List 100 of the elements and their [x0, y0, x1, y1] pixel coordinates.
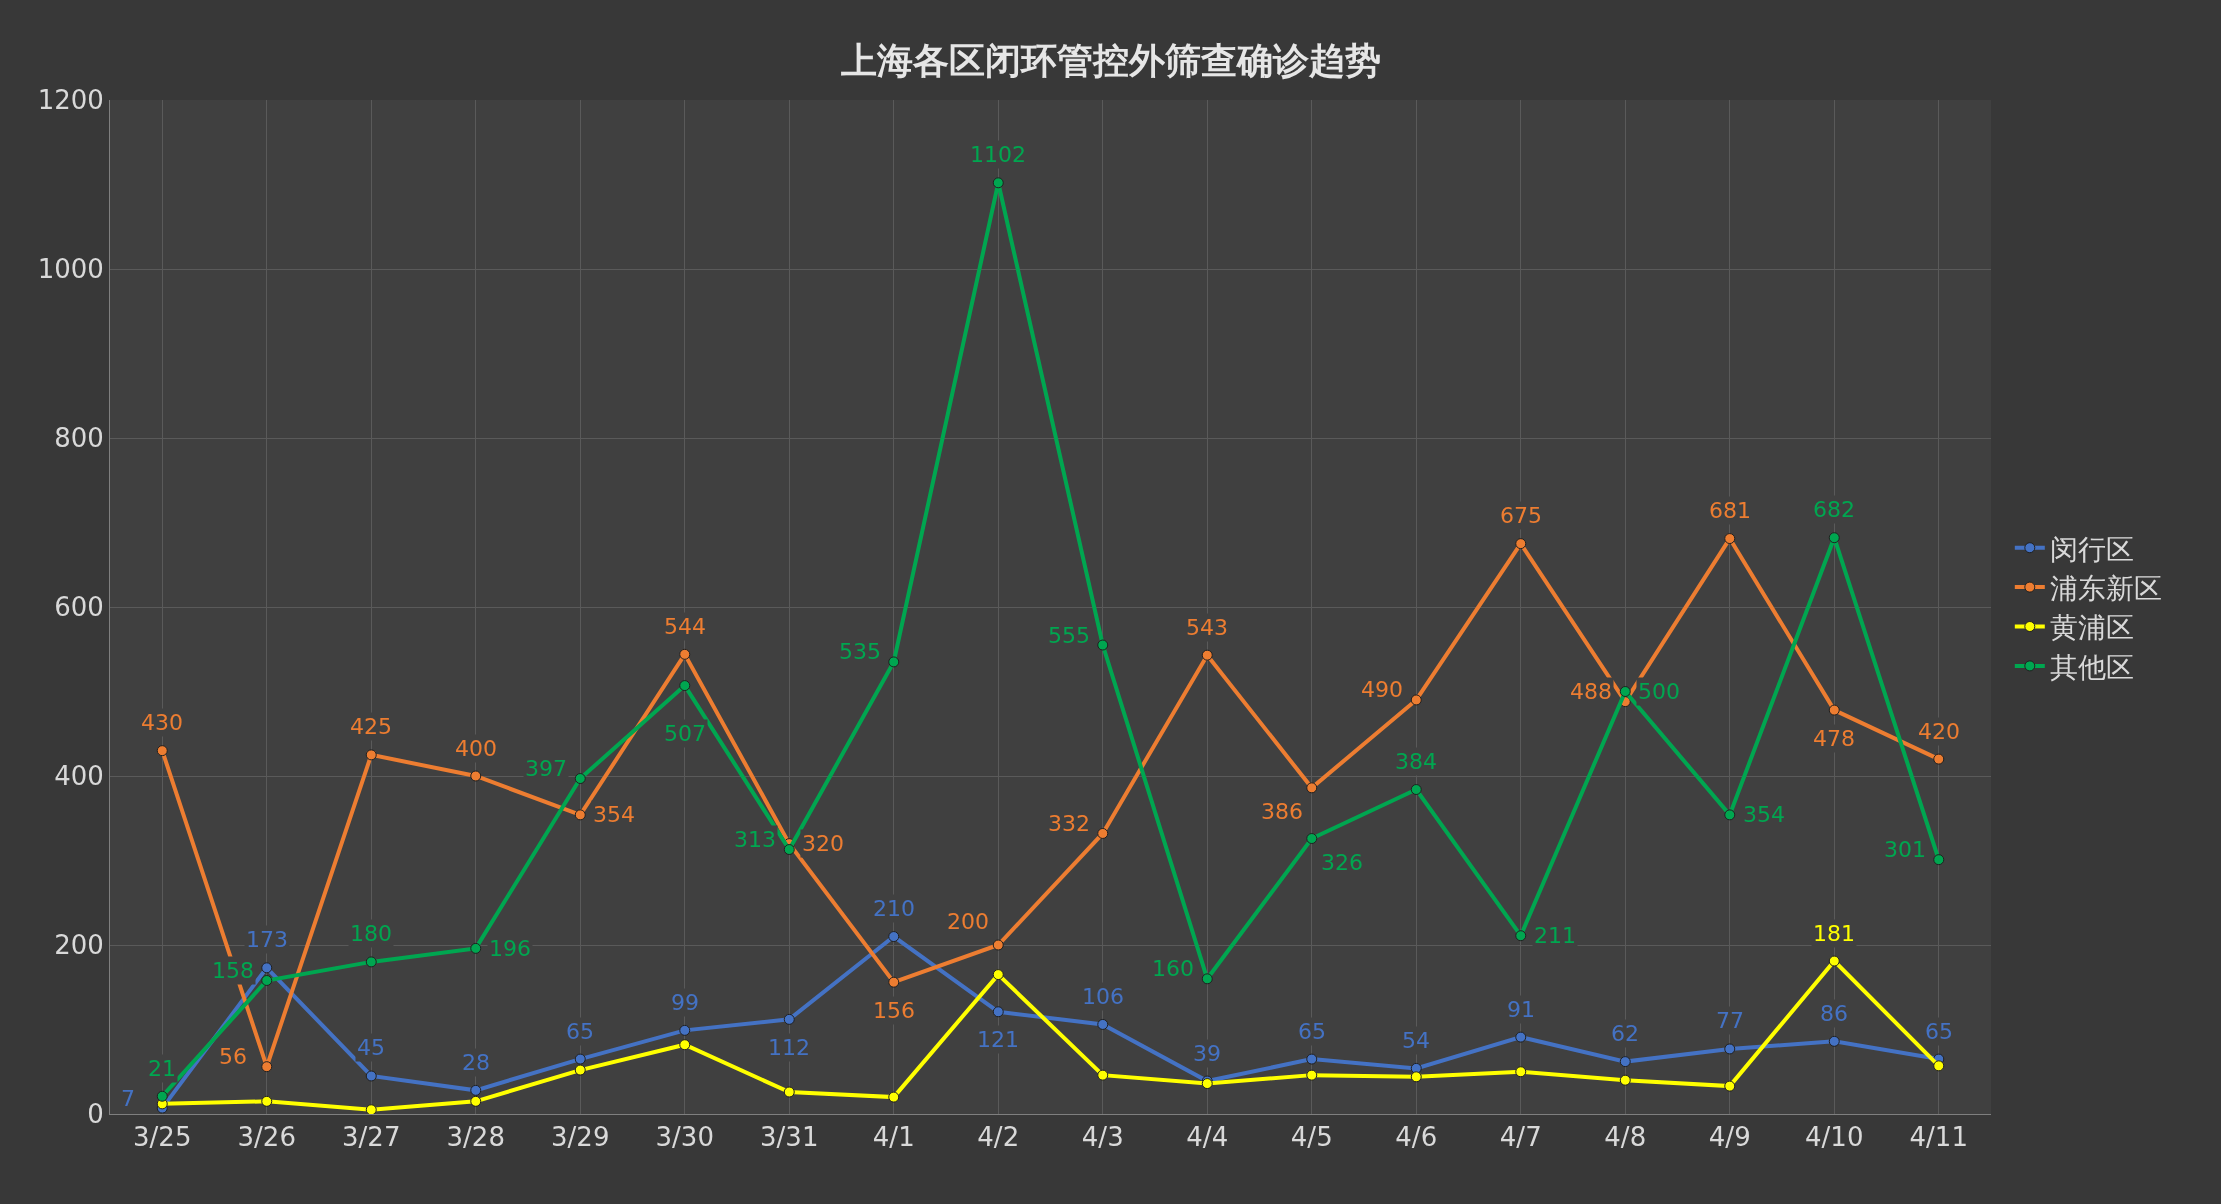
point	[1515, 1066, 1527, 1078]
point	[679, 1039, 691, 1051]
point	[1201, 973, 1213, 985]
x-tick-label: 3/26	[237, 1122, 296, 1153]
y-tick-label: 0	[87, 1099, 104, 1130]
point	[679, 680, 691, 692]
data-label: 77	[1716, 1008, 1744, 1033]
point	[1410, 694, 1422, 706]
point	[1097, 827, 1109, 839]
data-label: 354	[593, 802, 635, 827]
point	[1619, 1074, 1631, 1086]
point	[888, 1091, 900, 1103]
point	[261, 1061, 273, 1073]
point	[1828, 532, 1840, 544]
point	[888, 931, 900, 943]
data-label: 112	[768, 1035, 810, 1060]
data-label: 45	[357, 1035, 385, 1060]
y-tick-label: 400	[54, 761, 104, 792]
data-label: 354	[1743, 802, 1785, 827]
point	[470, 1084, 482, 1096]
data-label: 490	[1361, 677, 1403, 702]
data-label: 681	[1709, 498, 1751, 523]
data-label: 39	[1193, 1041, 1221, 1066]
data-label: 180	[350, 921, 392, 946]
data-label: 65	[1298, 1019, 1326, 1044]
point	[261, 962, 273, 974]
point	[1410, 784, 1422, 796]
point	[574, 809, 586, 821]
x-tick-label: 3/30	[655, 1122, 714, 1153]
point	[1306, 1069, 1318, 1081]
data-label: 173	[246, 927, 288, 952]
point	[261, 974, 273, 986]
data-label: 160	[1152, 956, 1194, 981]
data-label: 326	[1321, 850, 1363, 875]
x-tick-label: 4/6	[1395, 1122, 1438, 1153]
data-label: 54	[1402, 1028, 1430, 1053]
data-label: 65	[566, 1019, 594, 1044]
y-tick-label: 600	[54, 592, 104, 623]
point	[783, 844, 795, 856]
data-label: 320	[802, 831, 844, 856]
legend-label: 浦东新区	[2049, 572, 2162, 606]
data-label: 535	[839, 639, 881, 664]
point	[574, 1064, 586, 1076]
data-label: 555	[1048, 623, 1090, 648]
x-tick-label: 4/4	[1186, 1122, 1229, 1153]
data-label: 91	[1507, 997, 1535, 1022]
point	[1724, 809, 1736, 821]
point	[1306, 782, 1318, 794]
y-tick-label: 800	[54, 423, 104, 454]
point	[1724, 533, 1736, 545]
point	[992, 1006, 1004, 1018]
point	[1933, 753, 1945, 765]
point	[1515, 538, 1527, 550]
y-tick-label: 200	[54, 930, 104, 961]
data-label: 99	[671, 990, 699, 1015]
data-label: 332	[1048, 811, 1090, 836]
point	[888, 656, 900, 668]
point	[1828, 955, 1840, 967]
point	[783, 1013, 795, 1025]
point	[470, 942, 482, 954]
data-label: 488	[1570, 679, 1612, 704]
data-label: 86	[1820, 1001, 1848, 1026]
data-label: 425	[350, 714, 392, 739]
x-tick-label: 3/27	[342, 1122, 401, 1153]
x-tick-label: 4/3	[1081, 1122, 1124, 1153]
legend-label: 其他区	[2049, 650, 2134, 684]
legend-label: 黄浦区	[2049, 611, 2134, 645]
point	[1515, 1031, 1527, 1043]
point	[1306, 1053, 1318, 1065]
point	[365, 1104, 377, 1116]
point	[1828, 704, 1840, 716]
x-tick-label: 4/8	[1604, 1122, 1647, 1153]
point	[1515, 930, 1527, 942]
data-label: 682	[1813, 497, 1855, 522]
point	[992, 969, 1004, 981]
data-label: 544	[664, 614, 706, 639]
data-label: 56	[219, 1044, 247, 1069]
point	[156, 1090, 168, 1102]
point	[1933, 1060, 1945, 1072]
data-label: 507	[664, 721, 706, 746]
data-label: 211	[1534, 923, 1576, 948]
x-tick-label: 4/10	[1805, 1122, 1864, 1153]
data-label: 28	[462, 1050, 490, 1075]
point	[574, 1053, 586, 1065]
x-tick-label: 3/28	[446, 1122, 505, 1153]
data-label: 420	[1918, 719, 1960, 744]
data-label: 62	[1611, 1021, 1639, 1046]
point	[1724, 1043, 1736, 1055]
point	[365, 1070, 377, 1082]
point	[1410, 1071, 1422, 1083]
point	[1201, 649, 1213, 661]
x-tick-label: 4/11	[1909, 1122, 1968, 1153]
point	[261, 1095, 273, 1107]
data-label: 313	[734, 827, 776, 852]
legend-label: 闵行区	[2049, 532, 2134, 566]
point	[783, 1086, 795, 1098]
data-label: 65	[1925, 1019, 1953, 1044]
chart-title: 上海各区闭环管控外筛查确诊趋势	[840, 40, 1381, 82]
point	[470, 1095, 482, 1107]
x-tick-label: 4/9	[1708, 1122, 1751, 1153]
